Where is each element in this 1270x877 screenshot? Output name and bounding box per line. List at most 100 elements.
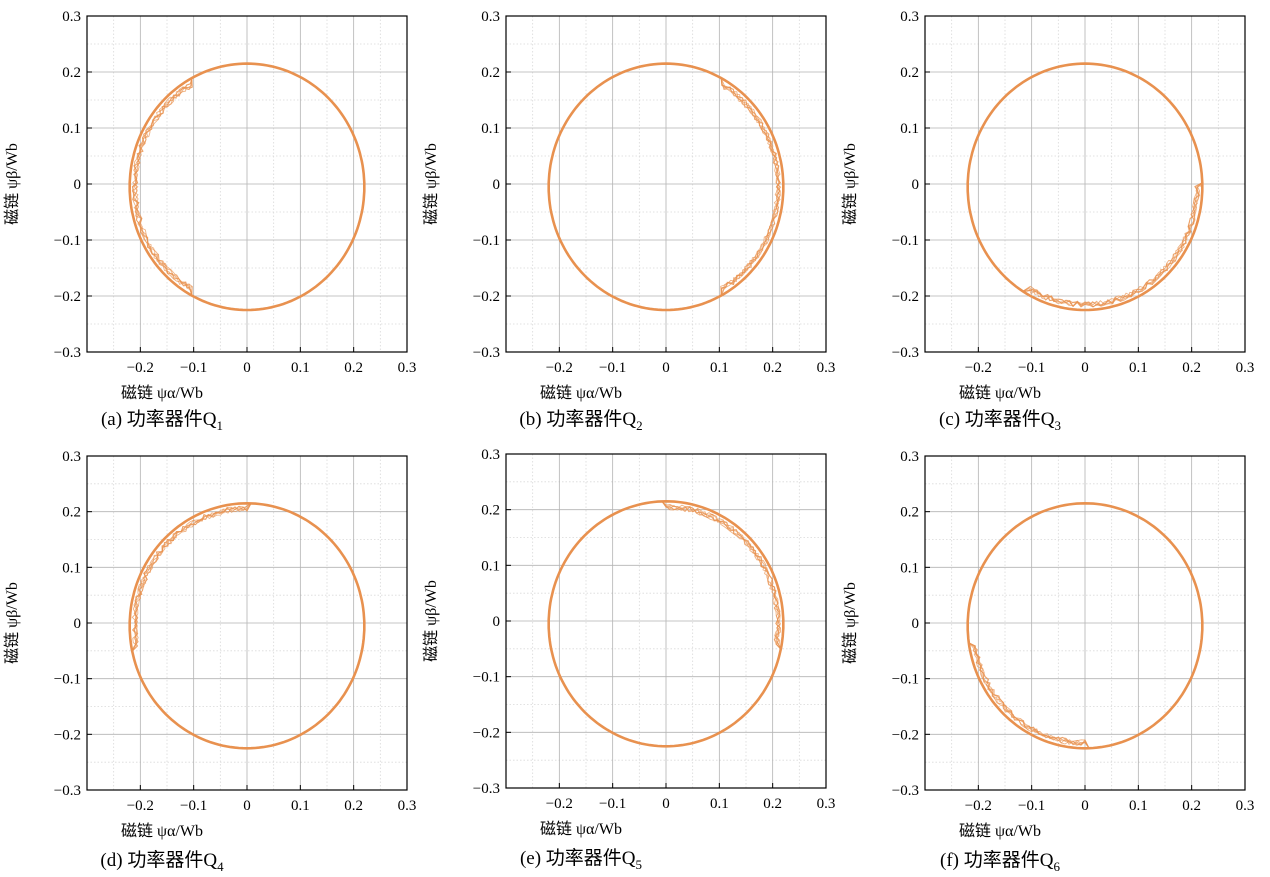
flux-trajectory-series: [547, 62, 785, 312]
flux-trace-main: [966, 62, 1204, 312]
y-tick-label: −0.1: [54, 233, 81, 249]
y-tick-label: 0.1: [900, 121, 919, 137]
x-axis-title: 磁链 ψα/Wb: [121, 384, 203, 402]
y-tick-label: −0.2: [473, 289, 500, 305]
y-tick-label: 0: [74, 616, 82, 632]
x-tick-label: 0.2: [1182, 360, 1201, 376]
x-tick-label: −0.1: [1018, 360, 1045, 376]
x-axis-title: 磁链 ψα/Wb: [121, 822, 203, 840]
y-tick-label: −0.2: [54, 289, 81, 305]
major-grid: [87, 456, 407, 790]
panel-caption: (c) 功率器件Q3: [939, 408, 1061, 433]
flux-trajectory-series: [128, 501, 366, 750]
x-tick-label: 0.3: [1236, 798, 1255, 814]
x-tick-label: 0: [662, 360, 670, 376]
flux-trajectory-series: [966, 62, 1204, 312]
x-tick-label: 0.2: [763, 796, 782, 812]
panel-caption-subscript: 4: [217, 859, 224, 874]
flux-trajectory-series: [128, 62, 366, 312]
x-tick-label: 0.1: [1129, 798, 1148, 814]
x-tick-label: 0: [1081, 798, 1089, 814]
x-tick-label: −0.1: [180, 360, 207, 376]
chart-panel-6: −0.2 −0.1 0 0.1 0.2 0.3 −0.3 −0.2 −0.1 0 0.1 0.2 0.3…: [841, 449, 1254, 874]
y-tick-label: 0.2: [900, 65, 919, 81]
tick-labels: −0.2 −0.1 0 0.1 0.2 0.3 −0.3 −0.2 −0.1 0 0.1 0.2 0.3: [473, 9, 836, 376]
y-tick-label: 0: [912, 177, 920, 193]
x-tick-label: 0.3: [398, 360, 417, 376]
chart-panel-5: −0.2 −0.1 0 0.1 0.2 0.3 −0.3 −0.2 −0.1 0 0.1 0.2 0.3…: [422, 447, 835, 872]
x-tick-label: −0.2: [127, 360, 154, 376]
y-tick-label: −0.2: [892, 289, 919, 305]
panel-caption-subscript: 3: [1055, 418, 1062, 433]
y-tick-label: −0.1: [892, 672, 919, 688]
y-tick-label: 0.1: [900, 560, 919, 576]
x-tick-label: 0.1: [710, 360, 729, 376]
y-tick-label: 0.3: [62, 449, 81, 465]
x-tick-label: 0.2: [1182, 798, 1201, 814]
tick-labels: −0.2 −0.1 0 0.1 0.2 0.3 −0.3 −0.2 −0.1 0 0.1 0.2 0.3: [54, 9, 417, 376]
panel-caption-text: (b) 功率器件Q: [519, 408, 636, 430]
y-axis-title: 磁链 ψβ/Wb: [3, 582, 21, 664]
x-tick-label: −0.2: [965, 360, 992, 376]
tick-labels: −0.2 −0.1 0 0.1 0.2 0.3 −0.3 −0.2 −0.1 0 0.1 0.2 0.3: [473, 447, 836, 812]
x-axis-title: 磁链 ψα/Wb: [540, 820, 622, 838]
y-axis-title: 磁链 ψβ/Wb: [3, 143, 21, 225]
y-tick-label: 0.3: [481, 447, 500, 463]
x-tick-label: 0.3: [1236, 360, 1255, 376]
chart-panel-1: −0.2 −0.1 0 0.1 0.2 0.3 −0.3 −0.2 −0.1 0 0.1 0.2 0.3…: [3, 9, 416, 433]
y-tick-label: −0.3: [892, 345, 919, 361]
tick-labels: −0.2 −0.1 0 0.1 0.2 0.3 −0.3 −0.2 −0.1 0 0.1 0.2 0.3: [54, 449, 417, 814]
panel-caption-subscript: 5: [636, 857, 643, 872]
x-tick-label: −0.2: [546, 796, 573, 812]
panel-caption-text: (e) 功率器件Q: [520, 847, 636, 869]
y-tick-label: −0.3: [54, 783, 81, 799]
x-tick-label: −0.2: [127, 798, 154, 814]
x-tick-label: −0.1: [599, 796, 626, 812]
panel-caption-subscript: 2: [636, 418, 643, 433]
y-tick-label: −0.3: [473, 781, 500, 797]
chart-panel-3: −0.2 −0.1 0 0.1 0.2 0.3 −0.3 −0.2 −0.1 0 0.1 0.2 0.3…: [841, 9, 1254, 433]
y-tick-label: 0.3: [900, 9, 919, 25]
x-axis-title: 磁链 ψα/Wb: [540, 384, 622, 402]
y-tick-label: 0.2: [62, 505, 81, 521]
x-tick-label: 0: [1081, 360, 1089, 376]
x-axis-title: 磁链 ψα/Wb: [959, 384, 1041, 402]
panel-caption: (e) 功率器件Q5: [520, 847, 642, 872]
y-tick-label: −0.2: [54, 727, 81, 743]
panel-caption-text: (f) 功率器件Q: [940, 849, 1054, 871]
x-tick-label: −0.1: [1018, 798, 1045, 814]
panel-caption: (f) 功率器件Q6: [940, 849, 1060, 874]
y-tick-label: −0.2: [892, 727, 919, 743]
y-tick-label: 0: [912, 616, 920, 632]
flux-trace-main: [547, 499, 785, 748]
panel-caption: (b) 功率器件Q2: [519, 408, 642, 433]
y-tick-label: 0.2: [481, 503, 500, 519]
x-tick-label: 0: [243, 798, 251, 814]
chart-panel-2: −0.2 −0.1 0 0.1 0.2 0.3 −0.3 −0.2 −0.1 0 0.1 0.2 0.3…: [422, 9, 835, 433]
y-tick-label: −0.1: [892, 233, 919, 249]
x-tick-label: −0.1: [599, 360, 626, 376]
flux-trace-main: [547, 62, 785, 312]
x-tick-label: 0.1: [710, 796, 729, 812]
flux-trace-main: [966, 501, 1204, 750]
y-axis-title: 磁链 ψβ/Wb: [422, 143, 440, 225]
panel-caption-subscript: 6: [1053, 859, 1060, 874]
y-tick-label: 0.1: [481, 121, 500, 137]
x-tick-label: 0.3: [817, 360, 836, 376]
y-tick-label: 0.2: [481, 65, 500, 81]
y-tick-label: −0.2: [473, 725, 500, 741]
x-tick-label: −0.2: [546, 360, 573, 376]
panel-caption-text: (d) 功率器件Q: [100, 849, 217, 871]
x-tick-label: 0.2: [763, 360, 782, 376]
panel-caption-text: (a) 功率器件Q: [101, 408, 217, 430]
x-tick-label: −0.2: [965, 798, 992, 814]
x-tick-label: 0: [243, 360, 251, 376]
y-tick-label: 0.3: [62, 9, 81, 25]
panel-caption-text: (c) 功率器件Q: [939, 408, 1055, 430]
y-axis-title: 磁链 ψβ/Wb: [422, 580, 440, 662]
flux-trace-main: [128, 62, 366, 312]
tick-labels: −0.2 −0.1 0 0.1 0.2 0.3 −0.3 −0.2 −0.1 0 0.1 0.2 0.3: [892, 9, 1255, 376]
y-tick-label: 0: [74, 177, 82, 193]
x-tick-label: 0.2: [344, 360, 363, 376]
